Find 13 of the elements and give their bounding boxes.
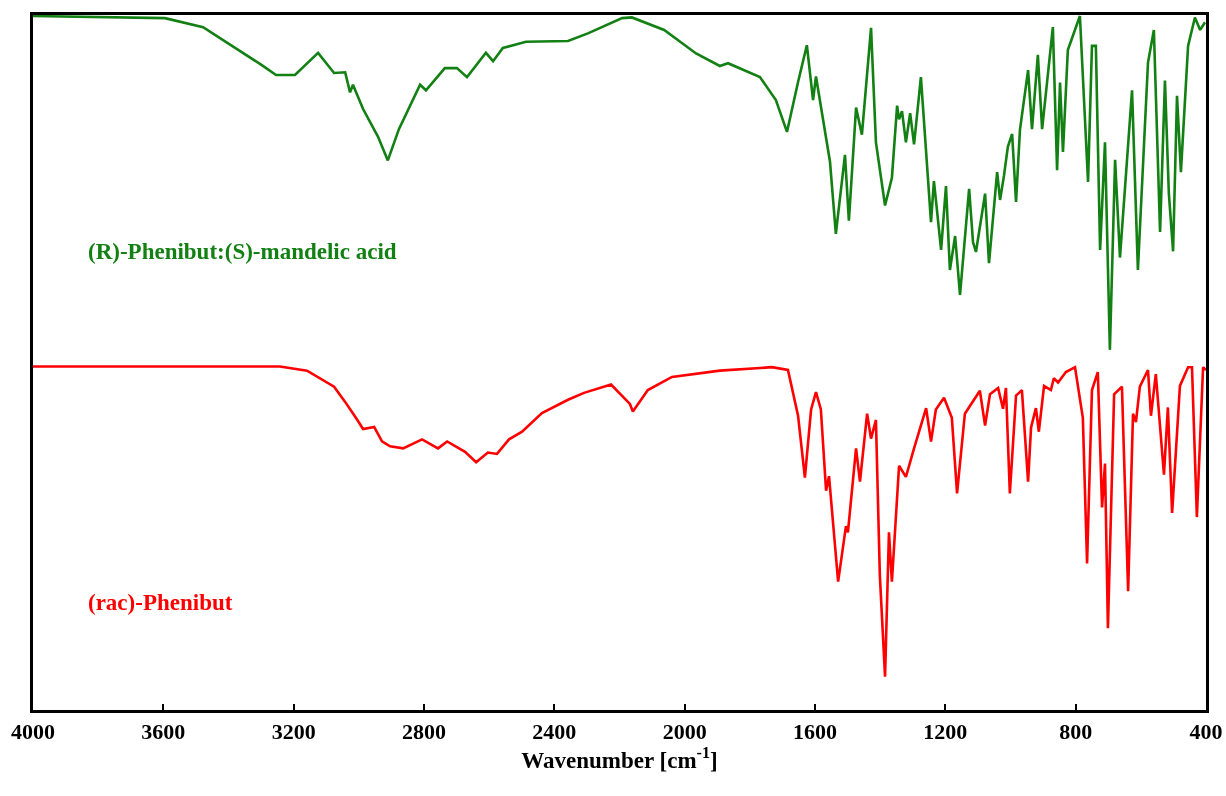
x-axis-title: Wavenumber [cm$^{-1}$] bbox=[521, 744, 718, 773]
x-tick-label: 1200 bbox=[923, 719, 968, 745]
x-tick-label: 2800 bbox=[402, 719, 446, 745]
text: (R)-Phenibut:(S)-mandelic acid bbox=[88, 239, 397, 264]
x-tick-label: 3200 bbox=[271, 719, 316, 745]
x-tick-label: 4000 bbox=[11, 719, 55, 745]
x-tick-label: 400 bbox=[1189, 719, 1223, 745]
x-tick-label: 1600 bbox=[793, 719, 837, 745]
x-tick-label: 3600 bbox=[141, 719, 186, 745]
x-tick-label: 2000 bbox=[662, 719, 707, 745]
x-tick-label: 800 bbox=[1059, 719, 1093, 745]
text: (rac)-Phenibut bbox=[88, 590, 233, 615]
x-tick-label: 2400 bbox=[532, 719, 577, 745]
